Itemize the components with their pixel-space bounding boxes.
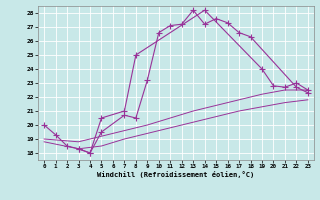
X-axis label: Windchill (Refroidissement éolien,°C): Windchill (Refroidissement éolien,°C) <box>97 171 255 178</box>
